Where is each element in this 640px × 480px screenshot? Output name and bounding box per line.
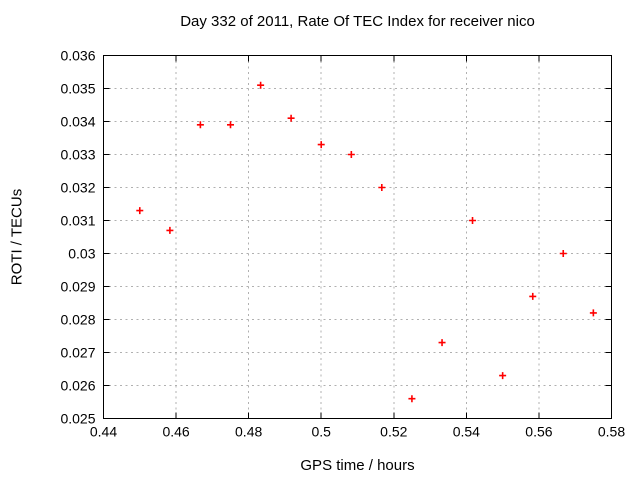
data-point-marker — [136, 207, 144, 215]
data-point-marker — [529, 292, 537, 300]
data-point-marker — [469, 217, 477, 224]
y-tick-label: 0.028 — [60, 312, 95, 328]
x-tick-label: 0.54 — [453, 424, 480, 440]
y-tick-label: 0.033 — [60, 147, 95, 163]
y-tick-label: 0.034 — [60, 114, 95, 130]
x-tick-label: 0.48 — [235, 424, 262, 440]
y-tick-label: 0.025 — [60, 411, 95, 427]
data-point-marker — [559, 250, 567, 257]
y-tick-label: 0.029 — [60, 279, 95, 295]
data-point-marker — [408, 395, 416, 403]
data-point-marker — [257, 81, 265, 89]
y-tick-label: 0.03 — [68, 246, 95, 262]
y-tick-label: 0.026 — [60, 378, 95, 394]
chart-title: Day 332 of 2011, Rate Of TEC Index for r… — [180, 13, 535, 30]
y-tick-label: 0.032 — [60, 180, 95, 196]
x-axis-label: GPS time / hours — [300, 457, 415, 474]
data-point-marker — [287, 114, 295, 122]
data-point-marker — [347, 151, 355, 158]
data-point-marker — [196, 121, 204, 129]
x-tick-label: 0.46 — [162, 424, 189, 440]
x-tick-label: 0.44 — [90, 424, 117, 440]
y-tick-label: 0.031 — [60, 213, 95, 229]
data-point-marker — [317, 141, 325, 149]
data-point-marker — [589, 309, 597, 317]
data-point-marker — [438, 339, 446, 347]
data-point-marker — [166, 226, 174, 234]
plot-border — [103, 55, 612, 419]
y-tick-label: 0.027 — [60, 345, 95, 361]
data-point-marker — [499, 372, 507, 380]
x-tick-label: 0.56 — [525, 424, 552, 440]
y-tick-label: 0.036 — [60, 48, 95, 64]
data-point-marker — [227, 121, 234, 129]
data-point-marker — [378, 184, 386, 191]
x-tick-label: 0.58 — [598, 424, 625, 440]
x-tick-label: 0.5 — [311, 424, 331, 440]
y-tick-label: 0.035 — [60, 81, 95, 97]
x-tick-label: 0.52 — [380, 424, 407, 440]
